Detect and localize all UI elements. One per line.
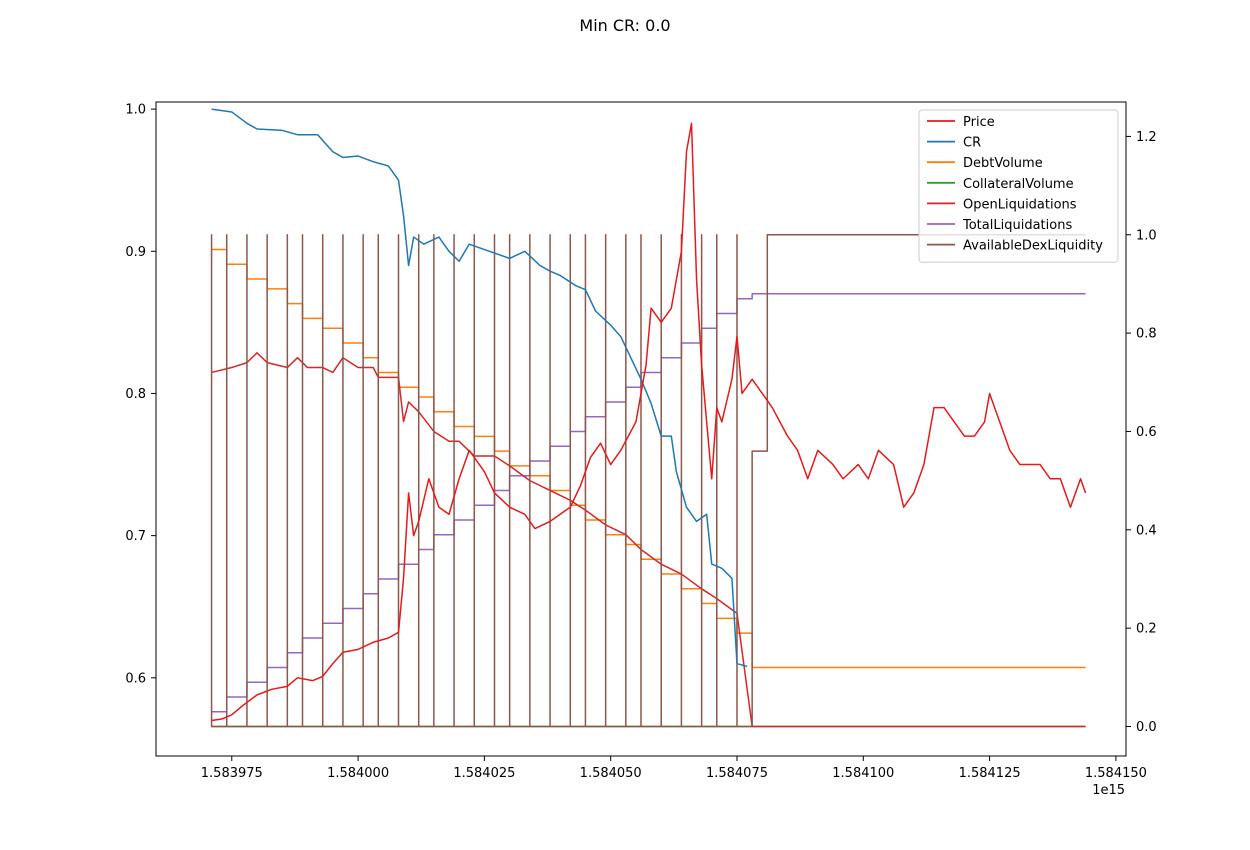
y-right-tick-label: 0.4 (1136, 523, 1157, 538)
y-right-tick-label: 0.0 (1136, 720, 1157, 735)
x-tick-label: 1.584150 (1085, 766, 1147, 781)
chart-title: Min CR: 0.0 (579, 16, 670, 35)
price-line (211, 122, 1087, 722)
legend-label: DebtVolume (963, 156, 1043, 171)
open-liquidations-line (211, 352, 1086, 728)
y-right-tick-label: 0.6 (1136, 425, 1157, 440)
x-offset-label: 1e15 (1092, 783, 1125, 798)
x-tick-label: 1.584075 (706, 766, 768, 781)
y-left-tick-label: 0.6 (125, 671, 146, 686)
y-left-tick-label: 1.0 (125, 103, 146, 118)
x-tick-label: 1.584000 (327, 766, 389, 781)
axes-layer: 1.583975 1.584000 1.584025 1.584050 1.584075… (125, 103, 1156, 781)
x-tick-label: 1.584100 (832, 766, 894, 781)
y-right-tick-label: 1.0 (1136, 228, 1157, 243)
y-right-tick-label: 1.2 (1136, 130, 1157, 145)
legend: Price CR DebtVolume CollateralVolume OpenLiq… (918, 109, 1119, 263)
legend-box (918, 109, 1119, 263)
x-tick-label: 1.584125 (959, 766, 1021, 781)
legend-label: Price (963, 115, 995, 130)
legend-label: CR (963, 136, 981, 151)
x-tick-label: 1.584025 (453, 766, 515, 781)
legend-label: TotalLiquidations (962, 218, 1072, 233)
cr-line (211, 108, 748, 668)
series-layer (210, 108, 1087, 728)
y-right-tick-label: 0.8 (1136, 327, 1157, 342)
y-left-tick-label: 0.7 (125, 529, 146, 544)
legend-label: OpenLiquidations (963, 197, 1077, 212)
x-tick-label: 1.583975 (201, 766, 263, 781)
y-right-tick-label: 0.2 (1136, 622, 1157, 637)
y-left-tick-label: 0.8 (125, 387, 146, 402)
x-tick-label: 1.584050 (580, 766, 642, 781)
y-left-tick-label: 0.9 (125, 245, 146, 260)
plot-frame (155, 101, 1127, 757)
available-dex-liquidity-line (210, 234, 1086, 728)
legend-label: AvailableDexLiquidity (963, 239, 1103, 254)
legend-label: CollateralVolume (963, 177, 1074, 192)
